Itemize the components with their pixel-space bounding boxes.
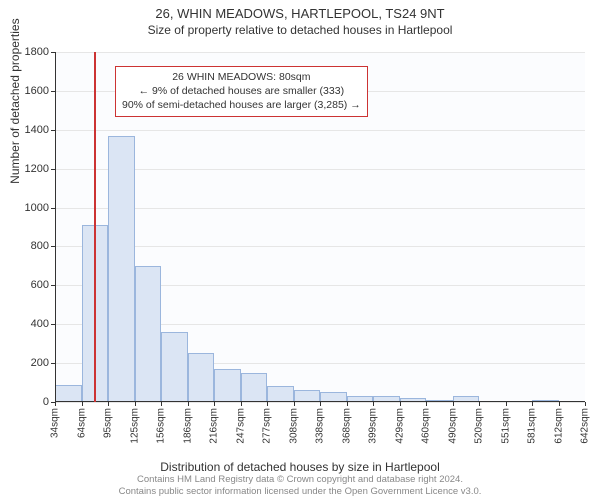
chart-footer: Contains HM Land Registry data © Crown c… (0, 474, 600, 498)
y-tick-label: 1400 (25, 124, 49, 136)
x-tick-label: 490sqm (447, 408, 458, 444)
plot-area: 02004006008001000120014001600180034sqm64… (55, 52, 585, 402)
x-tick-label: 612sqm (553, 408, 564, 444)
histogram-bar (135, 266, 162, 402)
x-tick-label: 247sqm (235, 408, 246, 444)
histogram-bar (188, 353, 215, 402)
x-tick-label: 156sqm (156, 408, 167, 444)
x-tick-label: 308sqm (288, 408, 299, 444)
y-tick-label: 600 (31, 279, 49, 291)
y-tick-label: 1800 (25, 46, 49, 58)
x-tick-label: 460sqm (421, 408, 432, 444)
footer-line2: Contains public sector information licen… (0, 486, 600, 498)
annotation-line: ← 9% of detached houses are smaller (333… (122, 84, 361, 98)
x-tick-label: 642sqm (580, 408, 591, 444)
histogram-bar (214, 369, 241, 402)
histogram-bar (108, 136, 135, 402)
footer-line1: Contains HM Land Registry data © Crown c… (0, 474, 600, 486)
y-axis-label: Number of detached properties (8, 18, 22, 183)
annotation-line: 26 WHIN MEADOWS: 80sqm (122, 70, 361, 84)
annotation-box: 26 WHIN MEADOWS: 80sqm← 9% of detached h… (115, 66, 368, 117)
annotation-line: 90% of semi-detached houses are larger (… (122, 98, 361, 112)
y-tick-label: 200 (31, 357, 49, 369)
x-tick-label: 125sqm (129, 408, 140, 444)
y-tick-label: 400 (31, 318, 49, 330)
x-tick-label: 64sqm (76, 408, 87, 438)
histogram-bar (241, 373, 268, 402)
x-tick-label: 368sqm (341, 408, 352, 444)
y-tick-label: 1000 (25, 202, 49, 214)
x-tick-label: 429sqm (394, 408, 405, 444)
x-tick-label: 520sqm (474, 408, 485, 444)
histogram-bar (267, 386, 294, 402)
x-tick-label: 216sqm (209, 408, 220, 444)
x-tick-label: 95sqm (103, 408, 114, 438)
y-tick-label: 1200 (25, 163, 49, 175)
x-tick-label: 399sqm (368, 408, 379, 444)
y-tick-label: 0 (43, 396, 49, 408)
x-tick-label: 551sqm (500, 408, 511, 444)
y-tick-label: 800 (31, 240, 49, 252)
chart-subtitle: Size of property relative to detached ho… (0, 23, 600, 39)
x-tick-label: 277sqm (262, 408, 273, 444)
x-axis-label: Distribution of detached houses by size … (0, 460, 600, 474)
x-tick-label: 34sqm (50, 408, 61, 438)
histogram-bar (55, 385, 82, 403)
y-tick-label: 1600 (25, 85, 49, 97)
property-marker-line (94, 52, 96, 402)
histogram-bar (161, 332, 188, 402)
x-tick-label: 186sqm (182, 408, 193, 444)
x-tick-label: 338sqm (315, 408, 326, 444)
x-tick-label: 581sqm (527, 408, 538, 444)
chart-title: 26, WHIN MEADOWS, HARTLEPOOL, TS24 9NT (0, 0, 600, 23)
